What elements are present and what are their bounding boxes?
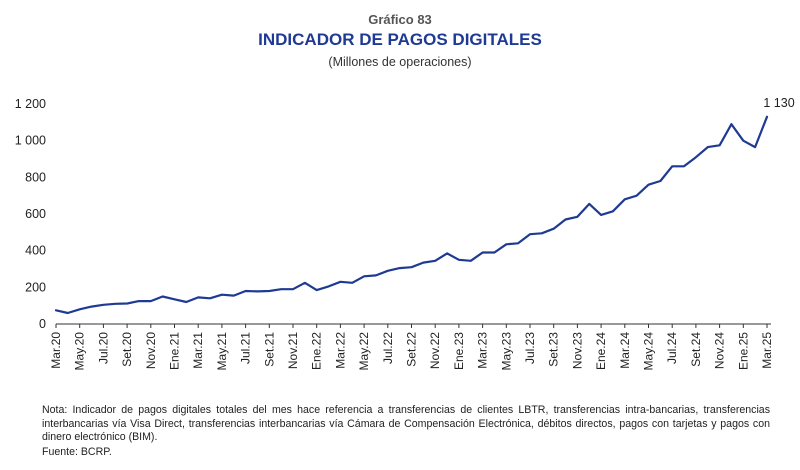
x-tick-label: Mar.24 [618, 332, 632, 369]
x-tick-label: Ene.22 [310, 332, 324, 370]
x-tick-label: Jul.20 [96, 332, 110, 364]
x-tick-label: Jul.22 [381, 332, 395, 364]
chart-source: Fuente: BCRP. [42, 446, 112, 458]
x-tick-label: Jul.23 [523, 332, 537, 364]
y-tick-label: 200 [25, 280, 46, 294]
x-tick-label: May.20 [73, 332, 87, 371]
chart-note: Nota: Indicador de pagos digitales total… [42, 404, 770, 443]
x-tick-label: Set.24 [689, 332, 703, 367]
x-tick-label: Set.22 [405, 332, 419, 367]
x-tick-label: Nov.21 [286, 332, 300, 369]
chart-subtitle: (Millones de operaciones) [328, 55, 472, 69]
x-tick-label: Nov.22 [428, 332, 442, 369]
x-tick-label: Set.23 [547, 332, 561, 367]
x-tick-label: Mar.21 [191, 332, 205, 369]
x-tick-label: Ene.24 [594, 332, 608, 370]
x-tick-label: Mar.23 [476, 332, 490, 369]
y-tick-label: 400 [25, 244, 46, 258]
x-tick-label: Set.20 [120, 332, 134, 367]
y-tick-label: 0 [39, 317, 46, 331]
x-tick-label: Ene.25 [736, 332, 750, 370]
x-tick-label: Jul.24 [665, 332, 679, 364]
x-tick-label: Nov.20 [144, 332, 158, 369]
y-tick-label: 1 200 [15, 97, 46, 111]
figure-label: Gráfico 83 [368, 12, 432, 27]
x-tick-label: Nov.23 [570, 332, 584, 369]
x-tick-label: Mar.25 [760, 332, 774, 369]
x-tick-label: Mar.20 [49, 332, 63, 369]
x-tick-label: May.23 [499, 332, 513, 371]
x-tick-label: Set.21 [262, 332, 276, 367]
x-tick-label: Ene.23 [452, 332, 466, 370]
x-tick-label: May.24 [642, 332, 656, 371]
x-tick-label: Jul.21 [239, 332, 253, 364]
line-chart: 0 200 400 600 800 1 000 1 200 Mar.20 May.20 Jul.2… [15, 96, 795, 371]
x-tick-label: Ene.21 [168, 332, 182, 370]
y-tick-label: 1 000 [15, 134, 46, 148]
data-label-last: 1 130 [763, 96, 794, 110]
chart-title: INDICADOR DE PAGOS DIGITALES [258, 30, 542, 49]
series-line [54, 115, 769, 315]
x-tick-label: May.22 [357, 332, 371, 371]
x-tick-label: Nov.24 [713, 332, 727, 369]
x-tick-label: Mar.22 [333, 332, 347, 369]
y-tick-label: 800 [25, 170, 46, 184]
y-tick-label: 600 [25, 207, 46, 221]
x-tick-label: May.21 [215, 332, 229, 371]
